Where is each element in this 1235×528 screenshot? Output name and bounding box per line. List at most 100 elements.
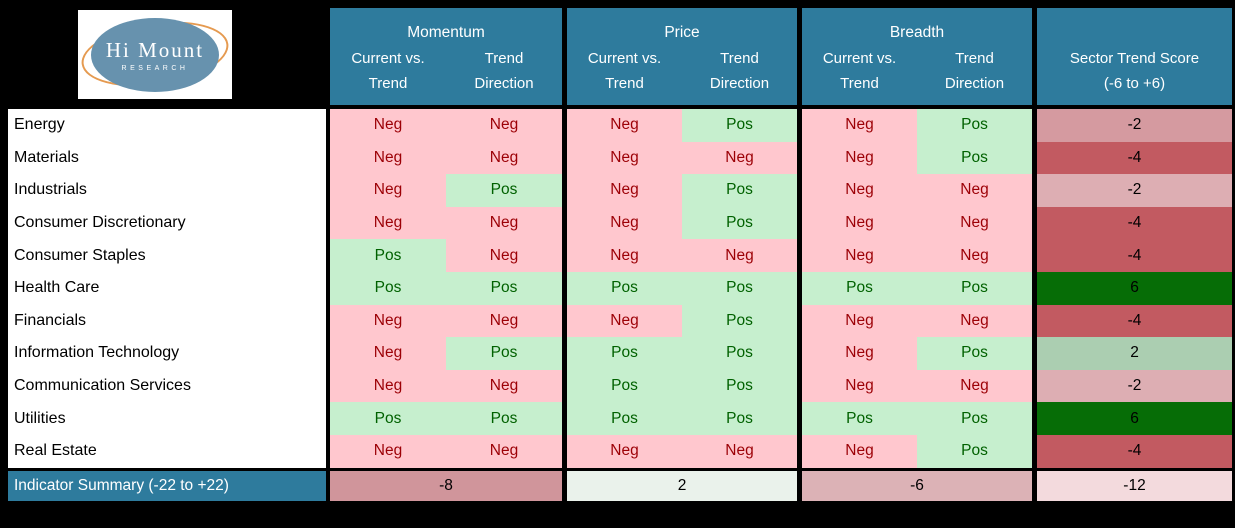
breadth-direction-cell: Pos xyxy=(917,109,1032,142)
price-current-cell: Pos xyxy=(567,337,682,370)
sector-trend-score-cell: 6 xyxy=(1037,402,1232,435)
breadth-direction-cell: Neg xyxy=(917,239,1032,272)
breadth-title: Breadth xyxy=(889,24,945,41)
sector-label: Energy xyxy=(8,109,326,142)
price-current-cell: Pos xyxy=(567,271,682,305)
breadth-current-cell: Neg xyxy=(802,109,917,142)
price-direction-cell: Pos xyxy=(682,109,797,142)
price-direction-cell: Pos xyxy=(682,174,797,207)
table-header: Hi Mount RESEARCH Momentum Current vs. T… xyxy=(8,8,1232,105)
logo-ellipse-icon: Hi Mount RESEARCH xyxy=(91,18,219,92)
momentum-current-cell: Neg xyxy=(330,304,446,338)
momentum-direction-cell: Pos xyxy=(446,174,562,207)
sector-label: Consumer Discretionary xyxy=(8,206,326,240)
momentum-current-cell: Neg xyxy=(330,369,446,403)
breadth-current-cell: Neg xyxy=(802,206,917,240)
price-direction-cell: Neg xyxy=(682,141,797,175)
momentum-direction-cell: Pos xyxy=(446,402,562,435)
price-current-cell: Neg xyxy=(567,141,682,175)
table-row-financials: Financials Neg Neg Neg Pos Neg Neg -4 xyxy=(8,304,1232,338)
momentum-direction-cell: Neg xyxy=(446,304,562,338)
indicator-summary-label: Indicator Summary (-22 to +22) xyxy=(8,470,326,501)
momentum-title: Momentum xyxy=(407,24,485,41)
price-direction-cell: Pos xyxy=(682,271,797,305)
breadth-current-vs-trend-header: Current vs. Trend xyxy=(822,50,897,92)
table-row-real-estate: Real Estate Neg Neg Neg Neg Neg Pos -4 xyxy=(8,434,1232,468)
sector-trend-score-cell: -4 xyxy=(1037,206,1232,240)
momentum-current-cell: Neg xyxy=(330,141,446,175)
sector-trend-score-cell: -4 xyxy=(1037,304,1232,338)
table-row-consumer-staples: Consumer Staples Pos Neg Neg Neg Neg Neg… xyxy=(8,239,1232,272)
indicator-summary-row: Indicator Summary (-22 to +22) -8 2 -6 -… xyxy=(8,470,1232,501)
momentum-direction-cell: Neg xyxy=(446,369,562,403)
price-current-vs-trend-header: Current vs. Trend xyxy=(587,50,662,92)
sector-trend-score-cell: -4 xyxy=(1037,141,1232,175)
sector-trend-table: Hi Mount RESEARCH Momentum Current vs. T… xyxy=(8,8,1232,501)
sector-label: Industrials xyxy=(8,174,326,207)
table-row-utilities: Utilities Pos Pos Pos Pos Pos Pos 6 xyxy=(8,402,1232,435)
momentum-direction-cell: Neg xyxy=(446,109,562,142)
price-direction-cell: Pos xyxy=(682,206,797,240)
price-current-cell: Neg xyxy=(567,434,682,468)
price-direction-cell: Pos xyxy=(682,337,797,370)
sector-trend-score-cell: 2 xyxy=(1037,337,1232,370)
sector-label: Materials xyxy=(8,141,326,175)
sector-label: Consumer Staples xyxy=(8,239,326,272)
sector-label: Financials xyxy=(8,304,326,338)
sector-label: Communication Services xyxy=(8,369,326,403)
breadth-current-cell: Neg xyxy=(802,304,917,338)
breadth-direction-cell: Neg xyxy=(917,174,1032,207)
sector-label: Utilities xyxy=(8,402,326,435)
total-summary-cell: -12 xyxy=(1037,470,1232,501)
breadth-trend-direction-header: Trend Direction xyxy=(944,50,1005,92)
breadth-current-cell: Neg xyxy=(802,174,917,207)
sector-trend-score-cell: -2 xyxy=(1037,174,1232,207)
sector-trend-score-cell: 6 xyxy=(1037,271,1232,305)
price-direction-cell: Neg xyxy=(682,239,797,272)
momentum-trend-direction-header: Trend Direction xyxy=(474,50,534,92)
breadth-direction-cell: Neg xyxy=(917,206,1032,240)
price-current-cell: Neg xyxy=(567,304,682,338)
breadth-current-cell: Pos xyxy=(802,271,917,305)
breadth-direction-cell: Neg xyxy=(917,304,1032,338)
breadth-direction-cell: Pos xyxy=(917,402,1032,435)
breadth-direction-cell: Pos xyxy=(917,271,1032,305)
momentum-direction-cell: Neg xyxy=(446,206,562,240)
breadth-group-header: Breadth Current vs. Trend Trend Directio… xyxy=(802,8,1032,105)
price-current-cell: Pos xyxy=(567,402,682,435)
momentum-current-cell: Neg xyxy=(330,337,446,370)
momentum-group-header: Momentum Current vs. Trend Trend Directi… xyxy=(330,8,562,105)
momentum-direction-cell: Pos xyxy=(446,337,562,370)
price-title: Price xyxy=(664,24,700,41)
momentum-current-cell: Neg xyxy=(330,434,446,468)
table-row-industrials: Industrials Neg Pos Neg Pos Neg Neg -2 xyxy=(8,174,1232,207)
momentum-current-cell: Neg xyxy=(330,109,446,142)
price-current-cell: Neg xyxy=(567,109,682,142)
price-direction-cell: Neg xyxy=(682,434,797,468)
momentum-current-cell: Pos xyxy=(330,402,446,435)
breadth-current-cell: Neg xyxy=(802,369,917,403)
table-row-communication-services: Communication Services Neg Neg Pos Pos N… xyxy=(8,369,1232,403)
sector-label: Information Technology xyxy=(8,337,326,370)
table-row-materials: Materials Neg Neg Neg Neg Neg Pos -4 xyxy=(8,141,1232,175)
sector-label: Real Estate xyxy=(8,434,326,468)
momentum-direction-cell: Neg xyxy=(446,434,562,468)
sector-trend-score-cell: -2 xyxy=(1037,109,1232,142)
price-summary-cell: 2 xyxy=(567,470,797,501)
momentum-direction-cell: Neg xyxy=(446,239,562,272)
breadth-direction-cell: Pos xyxy=(917,337,1032,370)
breadth-current-cell: Neg xyxy=(802,434,917,468)
breadth-direction-cell: Neg xyxy=(917,369,1032,403)
breadth-direction-cell: Pos xyxy=(917,141,1032,175)
momentum-direction-cell: Pos xyxy=(446,271,562,305)
price-direction-cell: Pos xyxy=(682,304,797,338)
momentum-current-vs-trend-header: Current vs. Trend xyxy=(351,50,425,92)
logo-area: Hi Mount RESEARCH xyxy=(8,8,326,105)
sector-trend-score-header: Sector Trend Score (-6 to +6) xyxy=(1037,8,1232,105)
price-direction-cell: Pos xyxy=(682,369,797,403)
table-row-health-care: Health Care Pos Pos Pos Pos Pos Pos 6 xyxy=(8,271,1232,305)
price-current-cell: Neg xyxy=(567,206,682,240)
price-current-cell: Neg xyxy=(567,239,682,272)
momentum-current-cell: Pos xyxy=(330,239,446,272)
momentum-current-cell: Pos xyxy=(330,271,446,305)
